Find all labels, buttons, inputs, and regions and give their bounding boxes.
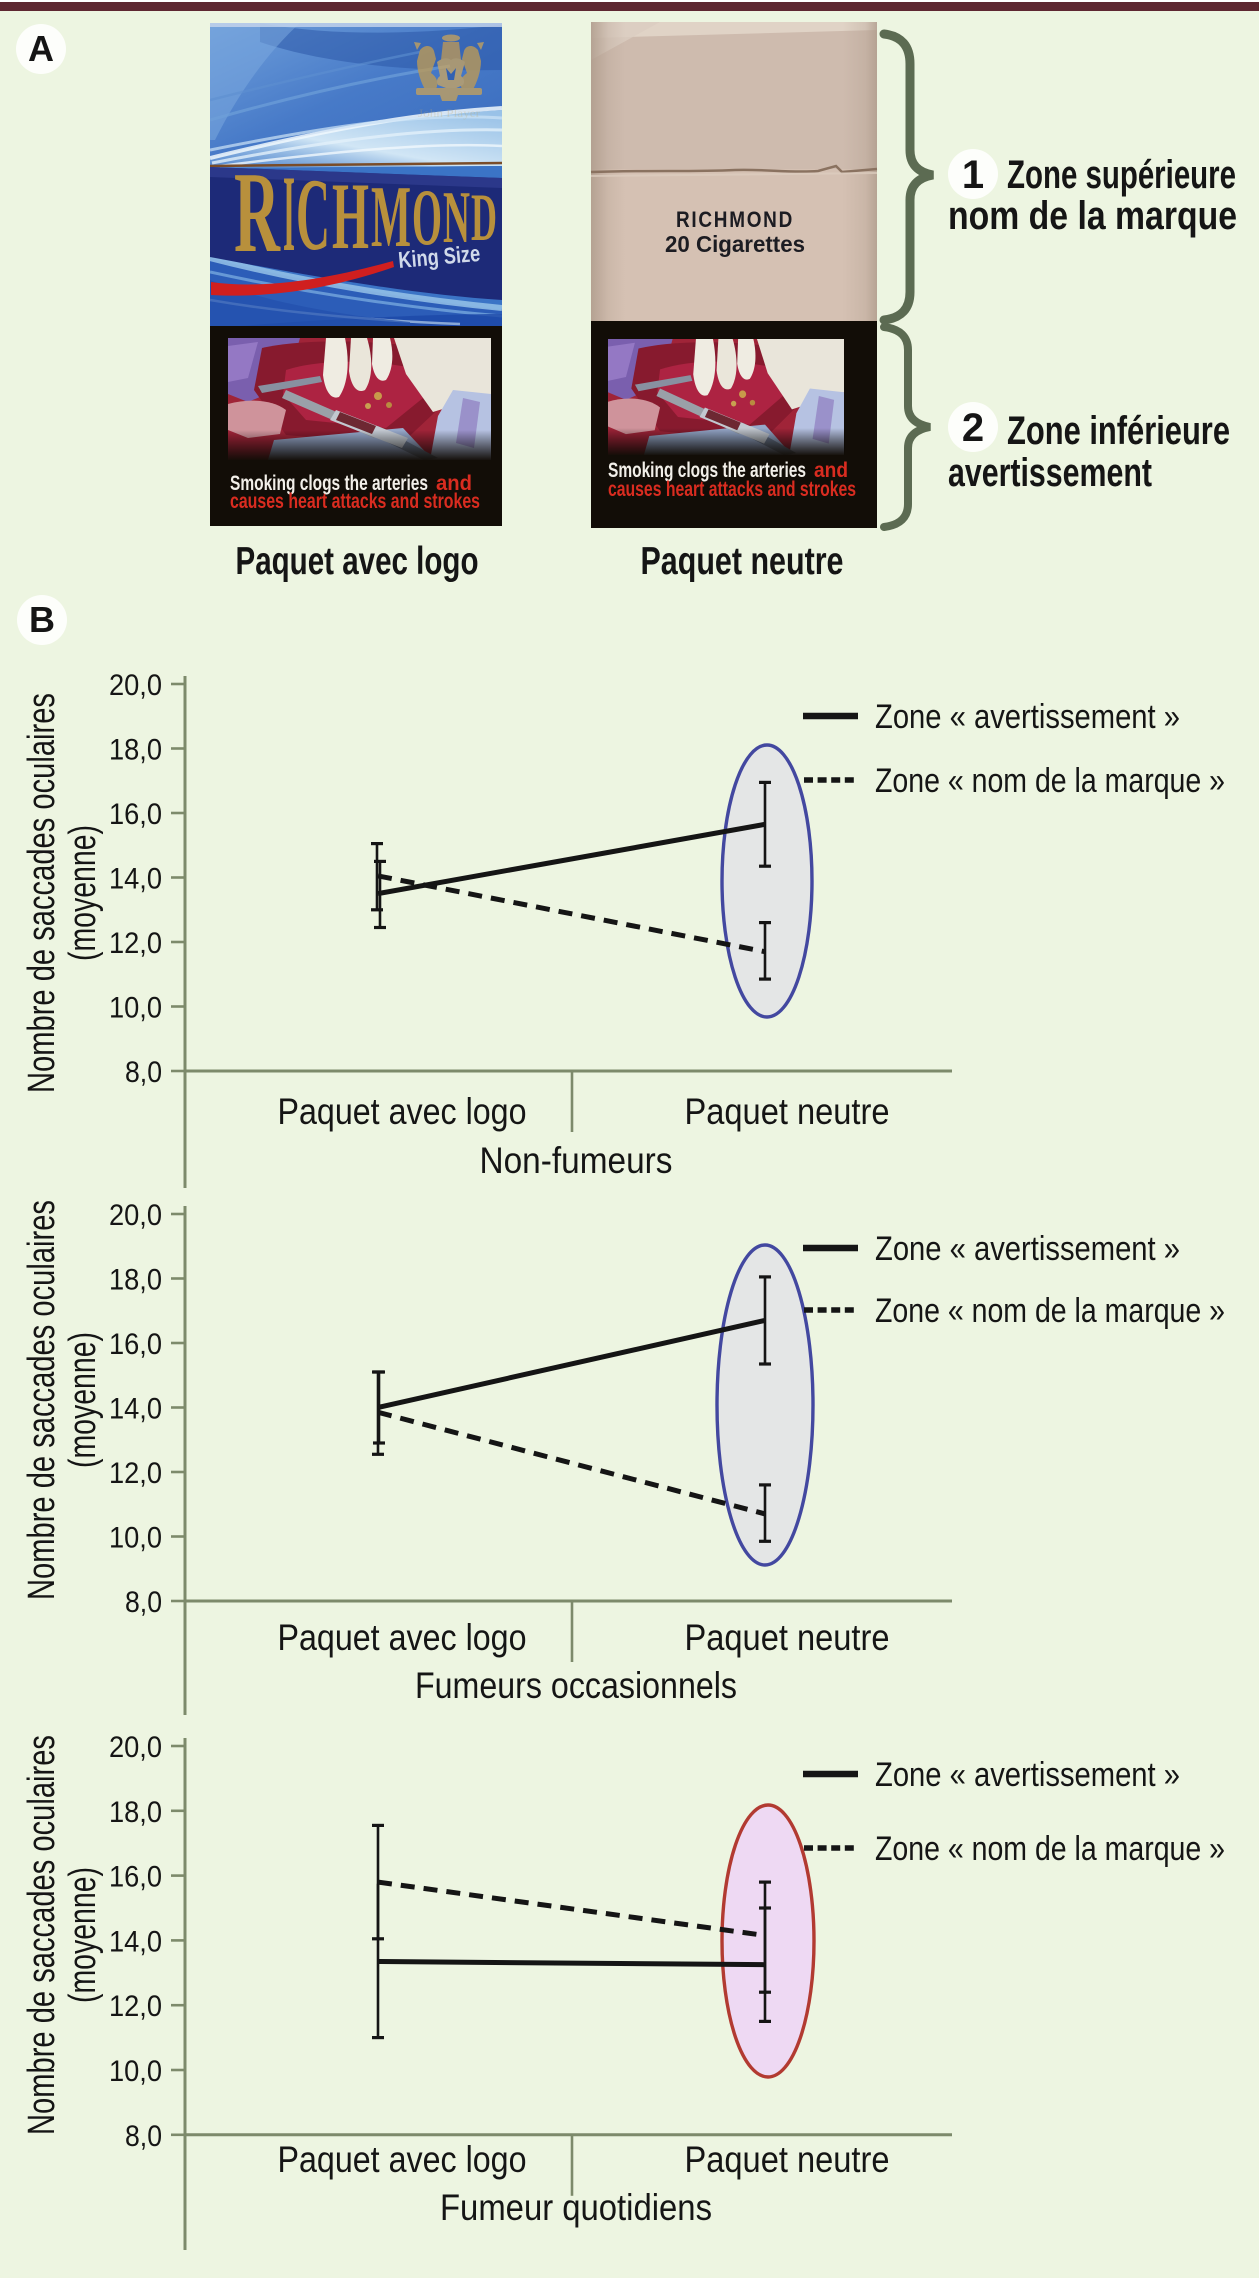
svg-text:Paquet neutre: Paquet neutre [685,2139,890,2180]
svg-text:nom de la marque: nom de la marque [948,194,1237,238]
svg-text:A: A [28,28,54,69]
svg-text:C: C [296,158,330,272]
svg-text:John Player: John Player [418,106,480,120]
svg-text:Paquet neutre: Paquet neutre [685,1091,890,1132]
svg-text:Zone « nom de la marque »: Zone « nom de la marque » [875,762,1225,800]
svg-text:Paquet neutre: Paquet neutre [641,540,844,583]
svg-text:Zone « nom de la marque »: Zone « nom de la marque » [875,1830,1225,1868]
svg-text:Paquet avec logo: Paquet avec logo [278,1617,527,1658]
svg-text:Nombre de saccades oculaires: Nombre de saccades oculaires [21,1735,63,2135]
svg-text:Zone « nom de la marque »: Zone « nom de la marque » [875,1292,1225,1330]
svg-text:D: D [471,179,497,255]
svg-text:8,0: 8,0 [125,1056,162,1089]
svg-text:Nombre de saccades oculaires: Nombre de saccades oculaires [21,693,63,1093]
svg-text:16,0: 16,0 [109,798,162,831]
svg-text:Non-fumeurs: Non-fumeurs [480,1140,673,1181]
svg-text:18,0: 18,0 [109,734,162,767]
svg-text:8,0: 8,0 [125,2120,162,2153]
svg-text:N: N [443,177,470,259]
svg-text:(moyenne): (moyenne) [62,1332,104,1468]
svg-text:1: 1 [962,153,984,197]
svg-text:Paquet neutre: Paquet neutre [685,1617,890,1658]
svg-text:12,0: 12,0 [109,927,162,960]
svg-text:Nombre de saccades oculaires: Nombre de saccades oculaires [21,1200,63,1600]
svg-text:Zone « avertissement »: Zone « avertissement » [875,1230,1180,1268]
svg-text:B: B [29,599,55,640]
svg-text:10,0: 10,0 [109,1522,162,1555]
svg-text:20,0: 20,0 [109,1199,162,1232]
svg-text:16,0: 16,0 [109,1861,162,1894]
svg-text:Zone « avertissement »: Zone « avertissement » [875,1756,1180,1794]
svg-text:I: I [283,153,295,274]
svg-text:2: 2 [962,406,984,450]
svg-text:10,0: 10,0 [109,2055,162,2088]
svg-text:18,0: 18,0 [109,1264,162,1297]
svg-text:R: R [234,149,281,276]
svg-text:O: O [412,174,442,262]
svg-text:Paquet avec logo: Paquet avec logo [278,1091,527,1132]
svg-text:8,0: 8,0 [125,1586,162,1619]
svg-text:20,0: 20,0 [109,1731,162,1764]
svg-text:20 Cigarettes: 20 Cigarettes [665,231,805,257]
svg-text:causes heart attacks and strok: causes heart attacks and strokes [230,490,480,513]
svg-text:16,0: 16,0 [109,1328,162,1361]
svg-text:14,0: 14,0 [109,863,162,896]
svg-text:(moyenne): (moyenne) [62,1867,104,2003]
svg-text:and: and [436,472,472,495]
svg-text:RICHMOND: RICHMOND [676,207,794,232]
svg-text:Zone inférieure: Zone inférieure [1007,409,1230,453]
svg-text:avertissement: avertissement [948,451,1152,495]
svg-text:H: H [332,163,369,269]
svg-text:18,0: 18,0 [109,1796,162,1829]
svg-text:14,0: 14,0 [109,1393,162,1426]
svg-text:Fumeur quotidiens: Fumeur quotidiens [440,2187,712,2228]
svg-text:Fumeurs occasionnels: Fumeurs occasionnels [415,1665,737,1706]
svg-text:Paquet avec logo: Paquet avec logo [278,2139,527,2180]
svg-text:12,0: 12,0 [109,1990,162,2023]
svg-text:M: M [371,169,411,266]
svg-text:(moyenne): (moyenne) [62,825,104,961]
svg-text:20,0: 20,0 [109,669,162,702]
svg-text:causes heart attacks and strok: causes heart attacks and strokes [608,478,856,501]
svg-text:12,0: 12,0 [109,1457,162,1490]
svg-text:and: and [814,459,848,482]
svg-text:10,0: 10,0 [109,992,162,1025]
svg-text:Smoking clogs the arteries: Smoking clogs the arteries [608,459,806,482]
svg-text:Paquet avec logo: Paquet avec logo [236,540,479,583]
svg-text:Zone « avertissement »: Zone « avertissement » [875,698,1180,736]
svg-text:Smoking clogs the arteries: Smoking clogs the arteries [230,472,428,495]
svg-text:14,0: 14,0 [109,1925,162,1958]
svg-text:Zone supérieure: Zone supérieure [1007,153,1236,197]
